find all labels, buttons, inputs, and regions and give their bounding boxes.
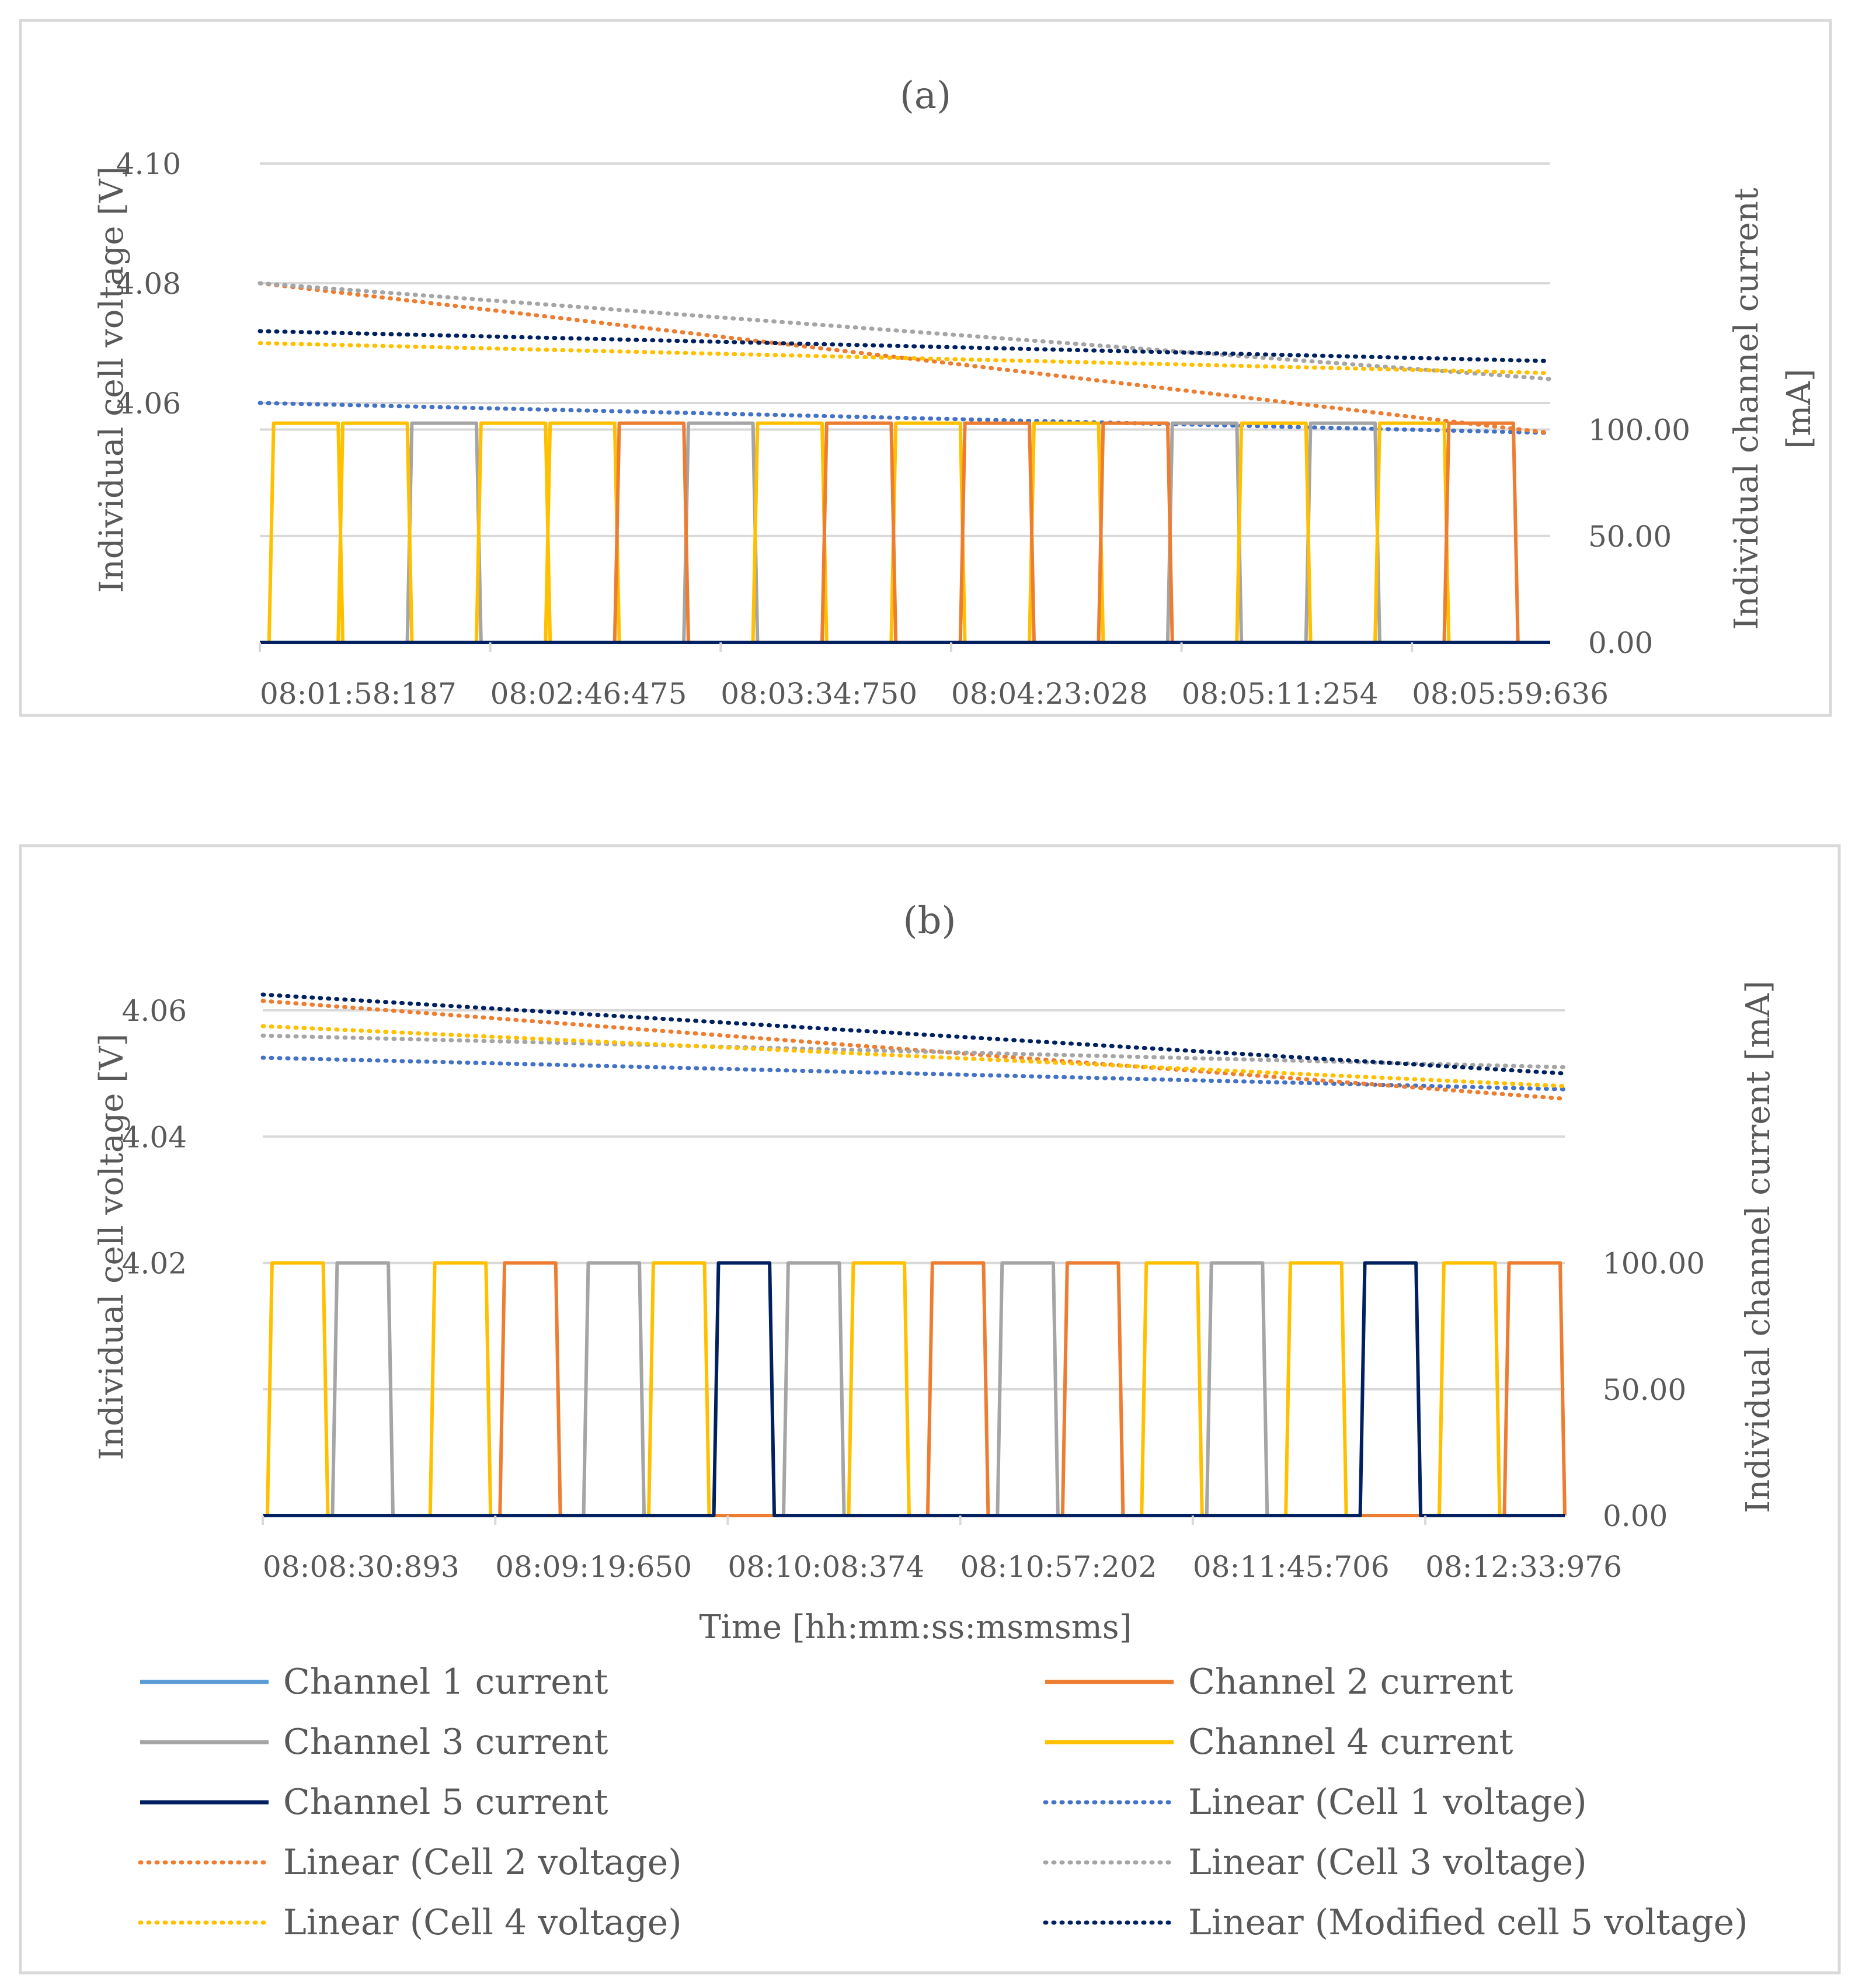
chart-a-x-ticks: 08:01:58:187 08:02:46:475 08:03:34:750 08:0… [259, 642, 1609, 711]
x-tick-label: 08:05:59:636 [1412, 677, 1609, 711]
x-tick-label: 08:08:30:893 [263, 1550, 460, 1584]
trend-line-5 [257, 329, 1553, 363]
legend-label: Channel 1 current [283, 1662, 608, 1702]
chart-b-current-series [263, 1261, 1567, 1517]
x-tick-label: 08:09:19:650 [495, 1550, 692, 1584]
trend-line-3 [257, 281, 1553, 381]
chart-a-frame [19, 19, 1832, 717]
trend-line-5 [260, 992, 1567, 1076]
legend-label: Channel 3 current [283, 1722, 608, 1763]
y2-tick-label: 50.00 [1588, 520, 1672, 554]
current-line-channel-3 [263, 1261, 1565, 1517]
y2-tick-label: 100.00 [1588, 413, 1690, 447]
x-tick-label: 08:10:08:374 [728, 1550, 924, 1584]
legend-label: Linear (Cell 4 voltage) [283, 1902, 682, 1943]
chart-panel-a: (a) 4.10 4.08 4.06 100.00 50.00 0.00 08:01:5… [19, 19, 1832, 717]
y-tick-label: 4.06 [122, 994, 187, 1028]
x-tick-label: 08:03:34:750 [721, 677, 917, 711]
chart-b-y-axis-title: Individual cell voltage [V] [93, 1034, 131, 1461]
current-line-channel-5 [263, 1261, 1565, 1517]
chart-a-y2-axis-title-line2: [mA] [1780, 369, 1818, 449]
chart-b-x-ticks: 08:08:30:893 08:09:19:650 08:10:08:374 08:1… [262, 1516, 1622, 1584]
current-line-channel-2 [260, 421, 1550, 644]
trend-line-2 [260, 999, 1567, 1101]
chart-b-title: (b) [903, 899, 956, 943]
legend-label: Linear (Cell 2 voltage) [283, 1842, 682, 1883]
x-tick-label: 08:10:57:202 [960, 1550, 1157, 1584]
current-line-channel-4 [260, 421, 1550, 644]
chart-panel-b: (b) 4.06 4.04 4.02 100.00 50.00 0.00 08:08:3… [19, 844, 1841, 1975]
chart-b-voltage-trends [260, 992, 1567, 1101]
x-tick-label: 08:11:45:706 [1193, 1550, 1390, 1584]
legend-label: Channel 5 current [283, 1782, 608, 1823]
legend-label: Channel 4 current [1188, 1722, 1513, 1763]
trend-line-4 [257, 341, 1553, 376]
chart-a-y-ticks: 4.10 4.08 4.06 [116, 147, 181, 420]
x-tick-label: 08:01:58:187 [260, 677, 457, 711]
legend-label: Linear (Cell 3 voltage) [1188, 1842, 1587, 1883]
legend-label: Linear (Cell 1 voltage) [1188, 1782, 1587, 1823]
y-tick-label: 4.02 [122, 1247, 187, 1281]
y-tick-label: 4.04 [122, 1120, 187, 1154]
chart-b-y2-ticks: 100.00 50.00 0.00 [1603, 1247, 1705, 1534]
y-tick-label: 4.06 [116, 387, 181, 420]
x-tick-label: 08:02:46:475 [490, 677, 687, 711]
chart-a-voltage-trends [257, 281, 1553, 435]
x-tick-label: 08:05:11:254 [1182, 677, 1379, 711]
chart-a-y2-axis-title-line1: Individual channel current [1728, 187, 1766, 630]
chart-legend: Channel 1 current Channel 2 current Channe… [138, 1662, 1748, 1943]
x-tick-label: 08:12:33:976 [1425, 1550, 1622, 1584]
chart-a-title: (a) [900, 74, 951, 117]
chart-b-y-ticks: 4.06 4.04 4.02 [122, 994, 187, 1281]
chart-a-current-series [260, 421, 1550, 644]
chart-a-y2-ticks: 100.00 50.00 0.00 [1588, 413, 1690, 660]
chart-a-y-axis-title: Individual cell voltage [V] [93, 166, 131, 593]
y2-tick-label: 0.00 [1603, 1499, 1668, 1533]
y-tick-label: 4.08 [116, 267, 181, 301]
y2-tick-label: 100.00 [1603, 1247, 1705, 1281]
y2-tick-label: 0.00 [1588, 626, 1653, 660]
x-tick-label: 08:04:23:028 [951, 677, 1148, 711]
chart-b-x-axis-title: Time [hh:mm:ss:msmsms] [699, 1608, 1132, 1646]
chart-b-y2-axis-title: Individual channel current [mA] [1739, 981, 1777, 1513]
legend-label: Channel 2 current [1188, 1662, 1513, 1702]
trend-line-1 [257, 401, 1553, 435]
legend-label: Linear (Modified cell 5 voltage) [1188, 1902, 1748, 1943]
y-tick-label: 4.10 [116, 147, 181, 181]
trend-line-4 [260, 1024, 1567, 1089]
y2-tick-label: 50.00 [1603, 1373, 1686, 1407]
